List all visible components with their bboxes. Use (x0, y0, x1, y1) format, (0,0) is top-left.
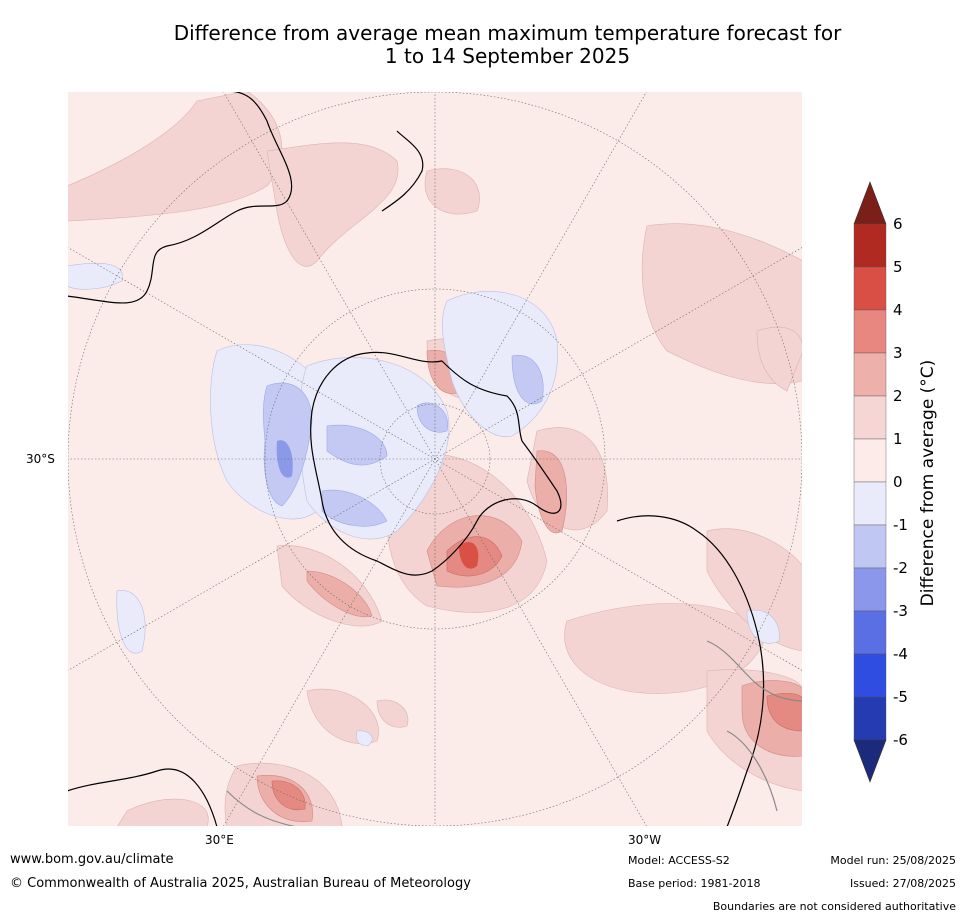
footer-base-period: Base period: 1981-2018 (628, 877, 761, 890)
colorbar-block (853, 352, 887, 397)
longitude-label-30w: 30°W (628, 833, 662, 847)
colorbar-under-arrow (853, 739, 887, 783)
colorbar-tick-label: 3 (893, 344, 903, 362)
colorbar-label: Difference from average (°C) (918, 359, 938, 607)
footer-disclaimer: Boundaries are not considered authoritat… (712, 900, 956, 913)
coastlines (67, 91, 765, 827)
colorbar-block (853, 696, 887, 741)
colorbar-block (853, 266, 887, 311)
anomaly-negative-2 (263, 355, 544, 527)
colorbar-block (853, 524, 887, 569)
colorbar-block (853, 223, 887, 268)
colorbar-block (853, 567, 887, 612)
colorbar-tick-label: -1 (893, 516, 908, 534)
colorbar-over-arrow (853, 181, 887, 225)
colorbar-block (853, 653, 887, 698)
forecast-map[interactable] (67, 91, 803, 827)
footer-model: Model: ACCESS-S2 (628, 854, 730, 867)
colorbar-tick-label: 5 (893, 258, 903, 276)
colorbar-tick-label: 2 (893, 387, 903, 405)
longitude-label-30e: 30°E (205, 833, 234, 847)
colorbar-block (853, 610, 887, 655)
title-line-1: Difference from average mean maximum tem… (173, 21, 842, 45)
colorbar-tick-label: -3 (893, 602, 908, 620)
footer-website[interactable]: www.bom.gov.au/climate (10, 852, 174, 867)
colorbar-tick-label: -5 (893, 688, 908, 706)
colorbar-block (853, 309, 887, 354)
colorbar-block (853, 438, 887, 483)
colorbar-tick-label: -2 (893, 559, 908, 577)
colorbar-tick-label: -4 (893, 645, 908, 663)
colorbar-tick-label: -6 (893, 731, 908, 749)
graticule (67, 91, 803, 827)
colorbar-tick-label: 0 (893, 473, 903, 491)
title-line-2: 1 to 14 September 2025 (384, 44, 631, 68)
chart-title: Difference from average mean maximum tem… (60, 22, 955, 68)
country-boundaries (226, 640, 803, 827)
footer-copyright: © Commonwealth of Australia 2025, Austra… (10, 876, 471, 891)
footer-issued: Issued: 27/08/2025 (849, 877, 956, 890)
footer-model-run: Model run: 25/08/2025 (830, 854, 956, 867)
colorbar-block (853, 481, 887, 526)
colorbar-tick-label: 4 (893, 301, 903, 319)
latitude-label-30s: 30°S (26, 452, 55, 466)
colorbar-block (853, 395, 887, 440)
colorbar (853, 181, 887, 783)
colorbar-tick-label: 6 (893, 215, 903, 233)
colorbar-tick-label: 1 (893, 430, 903, 448)
anomaly-positive-4 (459, 542, 479, 569)
